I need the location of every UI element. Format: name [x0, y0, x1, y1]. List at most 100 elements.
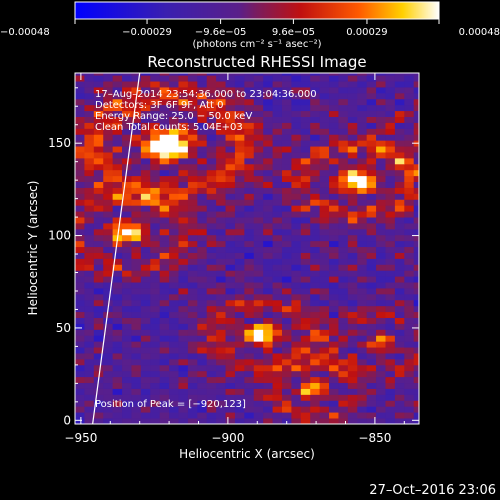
- heatmap-cell: [234, 205, 245, 212]
- heatmap-cell: [169, 299, 179, 307]
- heatmap-cell: [338, 146, 349, 153]
- heatmap-cell: [122, 146, 132, 153]
- heatmap-cell: [216, 293, 226, 301]
- heatmap-cell: [357, 323, 368, 330]
- heatmap-cell: [385, 394, 396, 401]
- heatmap-cell: [84, 205, 95, 212]
- heatmap-cell: [366, 358, 377, 366]
- heatmap-cell: [103, 187, 114, 194]
- heatmap-cell: [394, 382, 405, 389]
- heatmap-cell: [216, 87, 226, 94]
- heatmap-cell: [394, 353, 405, 360]
- heatmap-cell: [376, 358, 386, 366]
- heatmap-cell: [338, 252, 349, 259]
- heatmap-cell: [140, 140, 151, 147]
- heatmap-cell: [347, 122, 358, 129]
- heatmap-cell: [234, 341, 245, 348]
- heatmap-cell: [404, 406, 415, 413]
- heatmap-cell: [263, 311, 273, 318]
- heatmap-cell: [103, 376, 114, 384]
- heatmap-cell: [122, 282, 132, 289]
- heatmap-cell: [84, 98, 95, 106]
- heatmap-cell: [347, 81, 358, 88]
- heatmap-cell: [131, 305, 142, 313]
- heatmap-cell: [84, 246, 95, 253]
- heatmap-cell: [385, 98, 396, 106]
- heatmap-cell: [253, 187, 264, 194]
- heatmap-cell: [131, 252, 142, 259]
- heatmap-cell: [300, 293, 311, 301]
- heatmap-cell: [366, 382, 377, 389]
- heatmap-cell: [329, 87, 339, 94]
- heatmap-cell: [112, 376, 123, 384]
- heatmap-cell: [319, 347, 330, 354]
- heatmap-cell: [122, 116, 132, 123]
- heatmap-cell: [131, 181, 142, 188]
- heatmap-cell: [206, 140, 217, 147]
- heatmap-cell: [253, 305, 264, 313]
- heatmap-cell: [244, 311, 255, 318]
- heatmap-cell: [197, 134, 208, 141]
- heatmap-cell: [329, 199, 339, 206]
- heatmap-cell: [84, 276, 95, 283]
- heatmap-cell: [263, 92, 273, 100]
- heatmap-cell: [159, 270, 170, 277]
- heatmap-cell: [376, 128, 386, 135]
- heatmap-cell: [366, 104, 377, 112]
- heatmap-cell: [394, 264, 405, 271]
- heatmap-cell: [84, 228, 95, 236]
- heatmap-cell: [300, 75, 311, 82]
- heatmap-cell: [159, 412, 170, 419]
- heatmap-cell: [310, 358, 321, 366]
- heatmap-cell: [272, 199, 283, 206]
- heatmap-cell: [385, 187, 396, 194]
- heatmap-cell: [225, 288, 236, 295]
- heatmap-cell: [366, 228, 377, 236]
- heatmap-cell: [75, 412, 85, 419]
- heatmap-cell: [225, 169, 236, 177]
- heatmap-cell: [197, 323, 208, 330]
- heatmap-cell: [103, 134, 114, 141]
- heatmap-cell: [338, 394, 349, 401]
- heatmap-cell: [225, 146, 236, 153]
- heatmap-cell: [103, 87, 114, 94]
- heatmap-cell: [244, 169, 255, 177]
- heatmap-cell: [357, 146, 368, 153]
- heatmap-cell: [338, 335, 349, 342]
- heatmap-cell: [187, 252, 198, 259]
- heatmap-cell: [244, 353, 255, 360]
- heatmap-cell: [112, 128, 123, 135]
- heatmap-cell: [310, 75, 321, 82]
- heatmap-cell: [310, 323, 321, 330]
- heatmap-cell: [159, 323, 170, 330]
- heatmap-cell: [178, 370, 189, 378]
- heatmap-cell: [178, 311, 189, 318]
- x-tick-label: −850: [358, 431, 391, 445]
- heatmap-cell: [225, 128, 236, 135]
- heatmap-cell: [300, 211, 311, 218]
- heatmap-cell: [281, 169, 292, 177]
- heatmap-cell: [385, 323, 396, 330]
- heatmap-cell: [159, 258, 170, 265]
- heatmap-cell: [300, 193, 311, 200]
- heatmap-cell: [131, 199, 142, 206]
- heatmap-cell: [310, 299, 321, 307]
- heatmap-cell: [394, 246, 405, 253]
- heatmap-cell: [404, 128, 415, 135]
- heatmap-cell: [281, 382, 292, 389]
- heatmap-cell: [159, 240, 170, 248]
- heatmap-cell: [404, 140, 415, 147]
- heatmap-cell: [253, 163, 264, 171]
- heatmap-cell: [169, 193, 179, 200]
- heatmap-cell: [404, 293, 415, 301]
- heatmap-cell: [404, 317, 415, 324]
- heatmap-cell: [93, 169, 104, 177]
- heatmap-cell: [347, 276, 358, 283]
- heatmap-cell: [93, 299, 104, 307]
- heatmap-cell: [150, 98, 161, 106]
- heatmap-cell: [206, 240, 217, 248]
- heatmap-cell: [263, 110, 273, 117]
- heatmap-cell: [150, 92, 161, 100]
- heatmap-cell: [413, 128, 419, 135]
- heatmap-cell: [338, 73, 349, 76]
